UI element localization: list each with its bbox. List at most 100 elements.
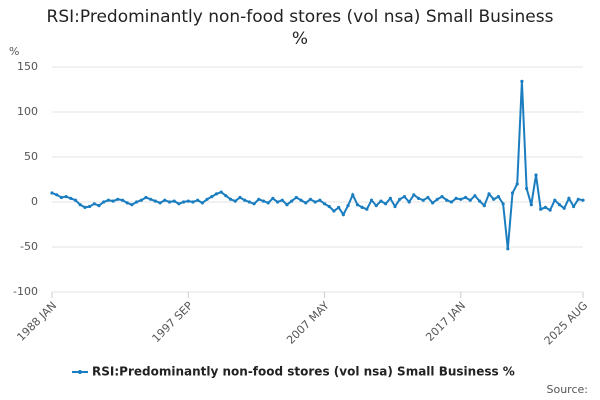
- point: [228, 197, 233, 201]
- point: [492, 197, 496, 201]
- point: [102, 200, 106, 204]
- x-tick-label: 2017 JAN: [423, 299, 468, 344]
- point: [257, 197, 261, 201]
- source: Source:: [547, 383, 589, 396]
- x-tick-label: 1988 JAN: [14, 299, 59, 344]
- point: [177, 202, 181, 206]
- point: [562, 206, 566, 210]
- legend-marker: [78, 370, 82, 374]
- point: [355, 203, 360, 207]
- point: [224, 194, 228, 198]
- point: [313, 200, 317, 204]
- point: [384, 202, 388, 206]
- point: [567, 196, 571, 200]
- point: [233, 199, 237, 203]
- point: [271, 196, 275, 200]
- point: [139, 198, 143, 202]
- point: [365, 207, 369, 211]
- point: [130, 203, 134, 207]
- point: [181, 200, 186, 204]
- point: [219, 190, 223, 194]
- y-tick-label: 150: [17, 60, 38, 73]
- x-tick-label: 1997 SEP: [150, 299, 196, 345]
- point: [346, 204, 350, 208]
- point: [482, 204, 486, 208]
- point: [266, 201, 270, 205]
- point: [304, 201, 308, 205]
- point: [393, 204, 397, 209]
- point: [478, 199, 482, 203]
- y-tick-label: -100: [13, 285, 38, 298]
- point: [360, 205, 364, 209]
- point: [473, 194, 477, 198]
- y-tick-label: -50: [20, 240, 38, 253]
- point: [106, 198, 110, 202]
- point: [454, 196, 458, 200]
- point: [59, 195, 63, 200]
- point: [191, 200, 195, 204]
- x-tick-label: 2007 MAY: [284, 299, 332, 347]
- point: [294, 195, 298, 200]
- series-line: [51, 81, 584, 249]
- point: [449, 200, 454, 204]
- point: [153, 199, 157, 203]
- point: [308, 197, 313, 201]
- point: [525, 186, 529, 191]
- point: [398, 197, 402, 201]
- point: [369, 198, 374, 202]
- point: [158, 201, 162, 205]
- point: [116, 197, 120, 201]
- point: [247, 200, 251, 204]
- point: [581, 198, 585, 202]
- point: [529, 203, 533, 207]
- point: [416, 196, 421, 200]
- point: [459, 197, 463, 201]
- point: [144, 195, 148, 200]
- y-tick-label: 100: [17, 105, 38, 118]
- point: [501, 202, 505, 206]
- point: [73, 198, 78, 202]
- legend-label: RSI:Predominantly non-food stores (vol n…: [92, 365, 515, 379]
- point: [388, 196, 392, 200]
- point: [78, 203, 82, 207]
- point: [341, 213, 345, 217]
- point: [487, 192, 491, 196]
- y-unit: %: [9, 45, 19, 58]
- point: [172, 199, 176, 203]
- point: [576, 197, 580, 201]
- point: [553, 198, 557, 202]
- x-tick-label: 2025 AUG: [542, 299, 591, 348]
- point: [69, 196, 73, 200]
- point: [238, 195, 242, 200]
- chart-title: RSI:Predominantly non-food stores (vol n…: [46, 7, 554, 49]
- point: [506, 247, 510, 251]
- y-tick-label: 0: [31, 195, 38, 208]
- point: [412, 193, 416, 197]
- point: [445, 198, 449, 202]
- point: [543, 205, 548, 209]
- point: [463, 195, 468, 200]
- point: [149, 197, 153, 201]
- point: [468, 198, 472, 202]
- point: [327, 204, 331, 209]
- point: [64, 195, 68, 199]
- point: [134, 200, 139, 204]
- point: [322, 202, 327, 206]
- point: [167, 200, 172, 204]
- point: [426, 195, 430, 200]
- point: [196, 198, 200, 202]
- point: [318, 198, 322, 202]
- y-tick-label: 50: [24, 150, 38, 163]
- point: [337, 205, 341, 209]
- point: [243, 198, 247, 202]
- point: [111, 199, 115, 203]
- point: [557, 203, 562, 207]
- point: [435, 197, 439, 201]
- point: [510, 191, 515, 195]
- point: [332, 209, 336, 213]
- point: [548, 208, 552, 212]
- point: [97, 204, 101, 208]
- point: [407, 200, 411, 204]
